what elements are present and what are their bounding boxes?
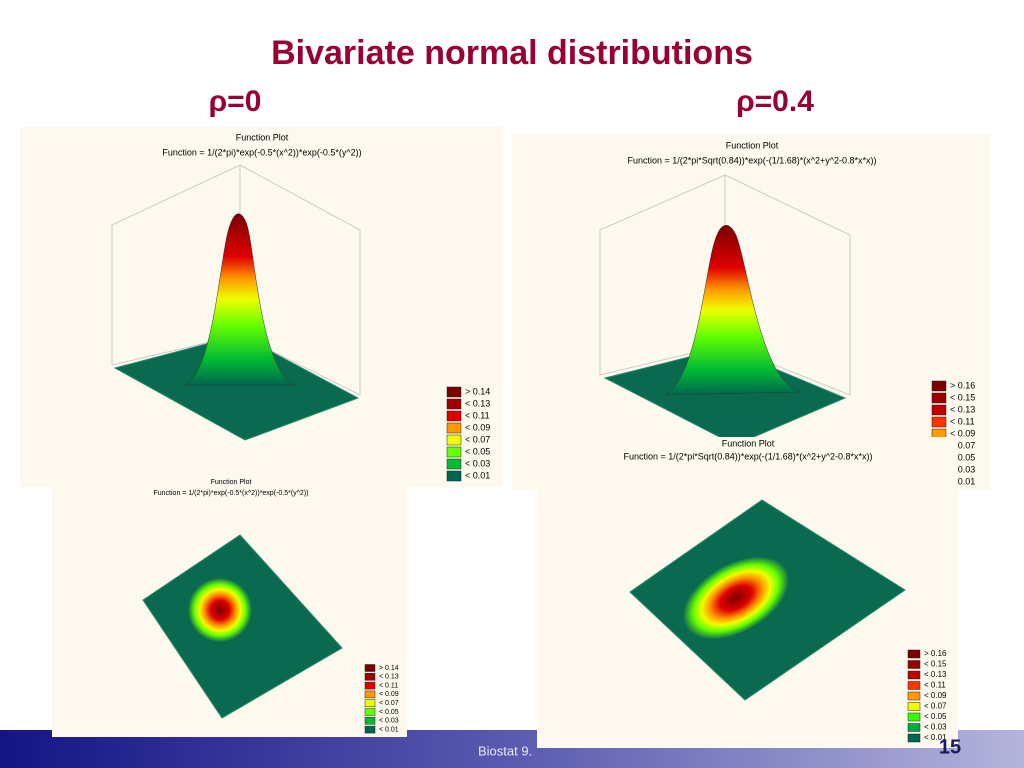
legend-label: < 0.15 — [924, 660, 947, 669]
footer-text: Biostat 9. — [478, 743, 532, 758]
legend-label: < 0.07 — [465, 434, 490, 444]
legend-label: < 0.03 — [924, 723, 947, 732]
slide-title: Bivariate normal distributions — [271, 34, 753, 72]
legend-swatch — [907, 670, 921, 680]
legend-label: < 0.11 — [379, 682, 398, 689]
legend-label: < 0.07 — [950, 440, 975, 450]
legend-swatch — [364, 725, 376, 734]
legend-swatch — [931, 416, 947, 428]
legend-label: < 0.13 — [924, 670, 947, 679]
legend-label: < 0.01 — [950, 476, 975, 486]
plot-panel: Function Plot Function = 1/(2*pi*Sqrt(0.8… — [512, 134, 990, 490]
legend-label: < 0.05 — [924, 712, 947, 721]
legend-label: < 0.13 — [950, 404, 975, 414]
legend-swatch — [907, 712, 921, 722]
legend-swatch — [446, 386, 462, 398]
legend-label: < 0.11 — [924, 681, 946, 690]
legend-swatch — [907, 660, 921, 669]
plot-title: Function Plot — [726, 140, 779, 150]
legend-label: < 0.07 — [924, 702, 947, 711]
legend-swatch — [446, 470, 462, 482]
legend-label: < 0.13 — [465, 398, 490, 408]
legend-swatch — [364, 717, 376, 725]
legend-swatch — [446, 458, 462, 470]
legend-label: < 0.03 — [465, 458, 490, 468]
legend-label: < 0.01 — [924, 733, 947, 742]
plot-function: Function = 1/(2*pi*Sqrt(0.84))*exp(-(1/1… — [623, 451, 872, 461]
legend-swatch — [931, 380, 947, 392]
legend-swatch — [907, 702, 921, 711]
legend-swatch — [364, 708, 376, 716]
plot-function: Function = 1/(2*pi)*exp(-0.5*(x^2))*exp(… — [162, 147, 361, 157]
legend-swatch — [364, 681, 376, 690]
legend-swatch — [446, 422, 462, 434]
plot-panel: Function Plot Function = 1/(2*pi*Sqrt(0.8… — [537, 437, 958, 748]
legend-label: < 0.09 — [465, 422, 490, 432]
legend-label: < 0.03 — [950, 464, 975, 474]
legend-label: < 0.01 — [379, 726, 399, 733]
page-number: 15 — [939, 736, 961, 758]
legend-label: < 0.07 — [379, 700, 399, 707]
legend-label: < 0.05 — [465, 446, 490, 456]
legend-swatch — [931, 404, 947, 416]
plot-title: Function Plot — [722, 438, 775, 448]
legend-label: > 0.16 — [924, 649, 947, 658]
legend-swatch — [907, 733, 921, 743]
legend-swatch — [907, 649, 921, 659]
legend-swatch — [364, 664, 376, 672]
legend-label: < 0.01 — [465, 470, 490, 480]
plot-title: Function Plot — [236, 132, 289, 142]
plot-panel: Function Plot Function = 1/(2*pi)*exp(-0.… — [20, 127, 503, 487]
legend-swatch — [446, 446, 462, 458]
legend-swatch — [364, 673, 376, 681]
legend-label: < 0.09 — [379, 691, 399, 698]
plot-function: Function = 1/(2*pi*Sqrt(0.84))*exp(-(1/1… — [627, 155, 876, 165]
legend-swatch — [931, 392, 947, 404]
plot-title: Function Plot — [211, 479, 252, 486]
legend-label: < 0.09 — [950, 428, 975, 438]
rho-label: ρ=0.4 — [736, 85, 814, 118]
legend-swatch — [907, 691, 921, 701]
legend-swatch — [446, 410, 462, 422]
legend-swatch — [364, 699, 376, 707]
legend-label: > 0.14 — [379, 665, 399, 672]
legend-label: < 0.05 — [379, 709, 399, 716]
legend-label: > 0.16 — [950, 380, 975, 390]
plot-function: Function = 1/(2*pi)*exp(-0.5*(x^2))*exp(… — [154, 490, 309, 497]
legend-label: < 0.11 — [950, 416, 975, 426]
legend-swatch — [446, 434, 462, 446]
legend-label: > 0.14 — [465, 386, 490, 396]
legend-label: < 0.05 — [950, 452, 975, 462]
legend-label: < 0.15 — [950, 392, 975, 402]
legend-label: < 0.11 — [465, 410, 490, 420]
legend-swatch — [446, 398, 462, 410]
legend-label: < 0.09 — [924, 691, 947, 700]
legend-label: < 0.03 — [379, 718, 399, 725]
legend-swatch — [907, 723, 921, 732]
legend-swatch — [907, 681, 921, 690]
legend-swatch — [364, 690, 376, 699]
plot-panel: Function Plot Function = 1/(2*pi)*exp(-0.… — [52, 475, 407, 737]
rho-label: ρ=0 — [209, 85, 262, 118]
legend-label: < 0.13 — [379, 674, 399, 681]
